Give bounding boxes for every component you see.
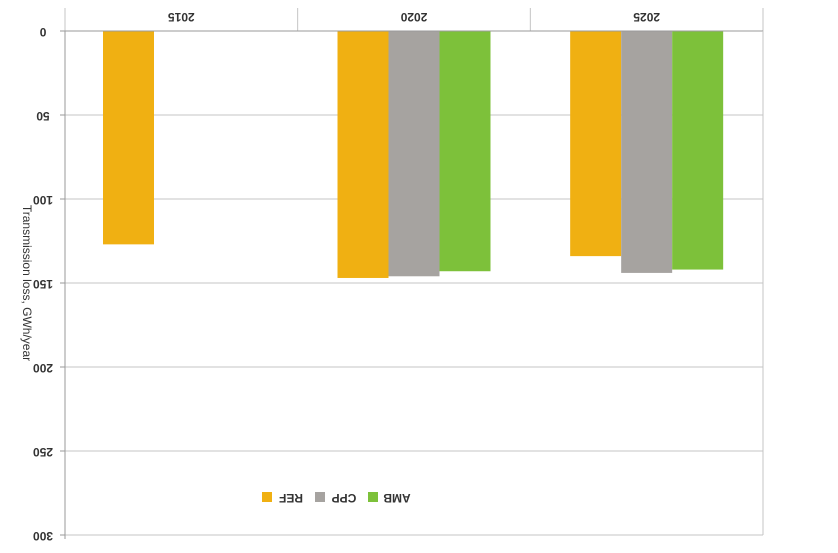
y-tick-label-2: 100	[33, 193, 53, 207]
legend-label-ref: REF	[279, 491, 303, 505]
legend-label-amb: AMB	[383, 491, 411, 505]
category-label-2015: 2015	[168, 10, 195, 24]
y-tick-label-3: 150	[33, 277, 53, 291]
axes	[60, 8, 764, 539]
labels: 0 50 100 150 200 250 300 2015 2020 2025 Transmissi…	[20, 10, 660, 543]
category-label-2020: 2020	[400, 10, 427, 24]
bar-cpp-2020	[388, 31, 440, 277]
legend: REF CPP AMB	[262, 491, 411, 505]
bar-cpp-2025	[621, 31, 673, 273]
category-label-2025: 2025	[633, 10, 660, 24]
bar-ref-2020	[337, 31, 389, 278]
bar-ref-2025	[570, 31, 622, 257]
y-tick-label-4: 200	[33, 361, 53, 375]
bar-ref-2015	[103, 31, 154, 245]
legend-swatch-cpp	[315, 492, 325, 502]
y-axis-title: Transmission loss, GWh/year	[20, 205, 34, 361]
y-tick-label-5: 250	[33, 445, 53, 459]
legend-swatch-ref	[262, 492, 272, 502]
bar-amb-2020	[439, 31, 491, 272]
legend-swatch-amb	[368, 492, 378, 502]
y-tick-label-1: 50	[36, 109, 50, 123]
y-tick-label-6: 300	[33, 529, 53, 543]
y-tick-label-0: 0	[39, 25, 46, 39]
bars	[103, 31, 724, 278]
legend-label-cpp: CPP	[332, 491, 357, 505]
bar-amb-2025	[672, 31, 724, 270]
